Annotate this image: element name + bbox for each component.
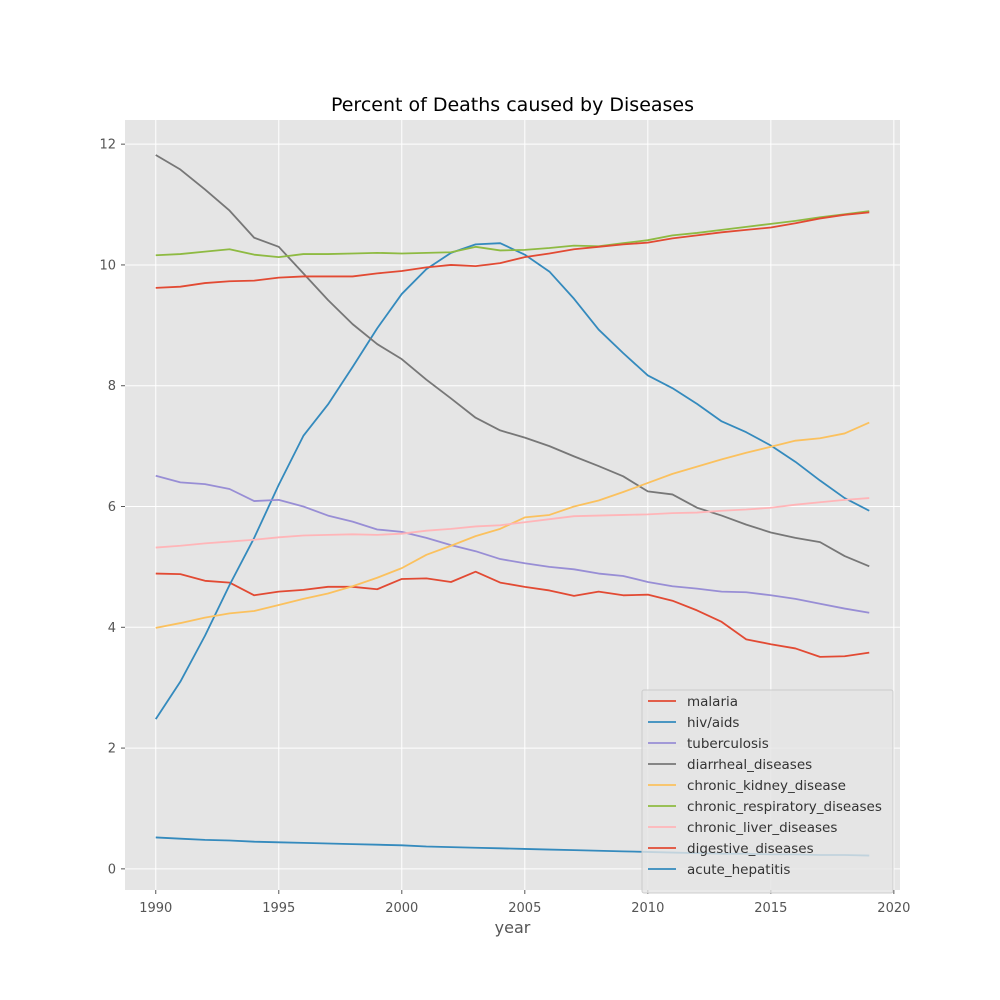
legend-label: hiv/aids	[687, 715, 739, 731]
y-tick-label: 0	[108, 862, 116, 877]
x-tick-label: 2020	[877, 901, 910, 916]
legend-label: acute_hepatitis	[687, 862, 790, 878]
legend-box	[641, 689, 894, 894]
legend-label: tuberculosis	[687, 736, 769, 752]
x-axis-title: year	[495, 918, 531, 937]
y-tick-label: 12	[99, 138, 116, 153]
chart-title: Percent of Deaths caused by Diseases	[331, 94, 694, 116]
x-tick-label: 1990	[139, 901, 172, 916]
series-line-tuberculosis	[155, 474, 870, 614]
x-tick-label: 1995	[262, 901, 295, 916]
legend-label: diarrheal_diseases	[687, 757, 812, 773]
x-axis-ticks: 1990 1995 2000 2005 2010 2015 2020	[139, 890, 910, 916]
y-tick-label: 6	[108, 500, 116, 515]
legend-label: chronic_respiratory_diseases	[687, 799, 882, 815]
y-axis-ticks: 0 2 4 6 8 10 12	[99, 138, 125, 877]
legend: malaria hiv/aids tuberculosis diarrheal_dis…	[641, 689, 894, 894]
series-line-hiv-aids	[154, 242, 870, 720]
y-tick-label: 8	[108, 379, 116, 394]
series-line-chronic-respiratory-diseases	[155, 210, 870, 258]
x-tick-label: 2000	[385, 901, 418, 916]
legend-label: malaria	[687, 694, 738, 710]
legend-label: chronic_kidney_disease	[687, 778, 846, 794]
x-tick-label: 2005	[508, 901, 541, 916]
y-tick-label: 4	[108, 621, 116, 636]
series-line-diarrheal-diseases	[155, 154, 870, 568]
y-tick-label: 2	[108, 742, 116, 757]
legend-label: chronic_liver_diseases	[687, 820, 837, 836]
x-tick-label: 2015	[754, 901, 787, 916]
series-line-digestive-diseases	[155, 211, 870, 289]
x-tick-label: 2010	[631, 901, 664, 916]
series-line-malaria	[155, 570, 870, 658]
y-tick-label: 10	[99, 258, 116, 273]
series-line-chronic-liver-diseases	[155, 497, 870, 549]
legend-label: digestive_diseases	[687, 841, 814, 857]
